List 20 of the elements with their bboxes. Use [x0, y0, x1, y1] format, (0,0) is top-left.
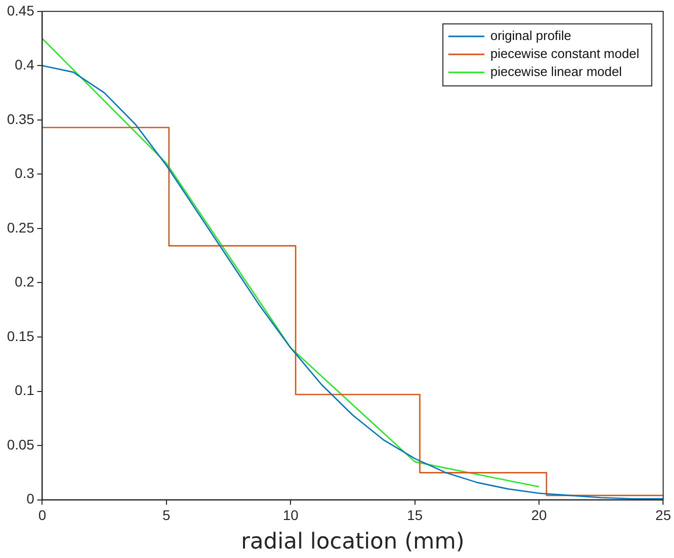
y-tick-label: 0.25 [7, 219, 34, 236]
y-tick-label: 0.45 [7, 2, 34, 18]
y-tick-label: 0.3 [14, 165, 34, 182]
x-axis-title: radial location (mm) [240, 530, 464, 555]
y-tick-label: 0.4 [14, 56, 34, 73]
x-tick-label: 10 [282, 507, 299, 524]
x-tick-label: 20 [531, 507, 548, 524]
legend-label: original profile [490, 28, 572, 43]
legend-label: piecewise linear model [490, 64, 622, 79]
x-tick-label: 0 [38, 507, 46, 524]
x-tick-label: 5 [162, 507, 171, 524]
y-tick-label: 0.05 [7, 436, 34, 452]
y-tick-label: 0 [26, 490, 34, 507]
legend-label: piecewise constant model [490, 46, 640, 61]
y-tick-label: 0.35 [7, 110, 34, 127]
x-tick-label: 25 [655, 507, 672, 524]
y-tick-label: 0.1 [14, 382, 34, 398]
x-tick-label: 15 [407, 507, 423, 524]
y-tick-label: 0.15 [7, 328, 34, 344]
y-tick-label: 0.2 [14, 274, 34, 290]
